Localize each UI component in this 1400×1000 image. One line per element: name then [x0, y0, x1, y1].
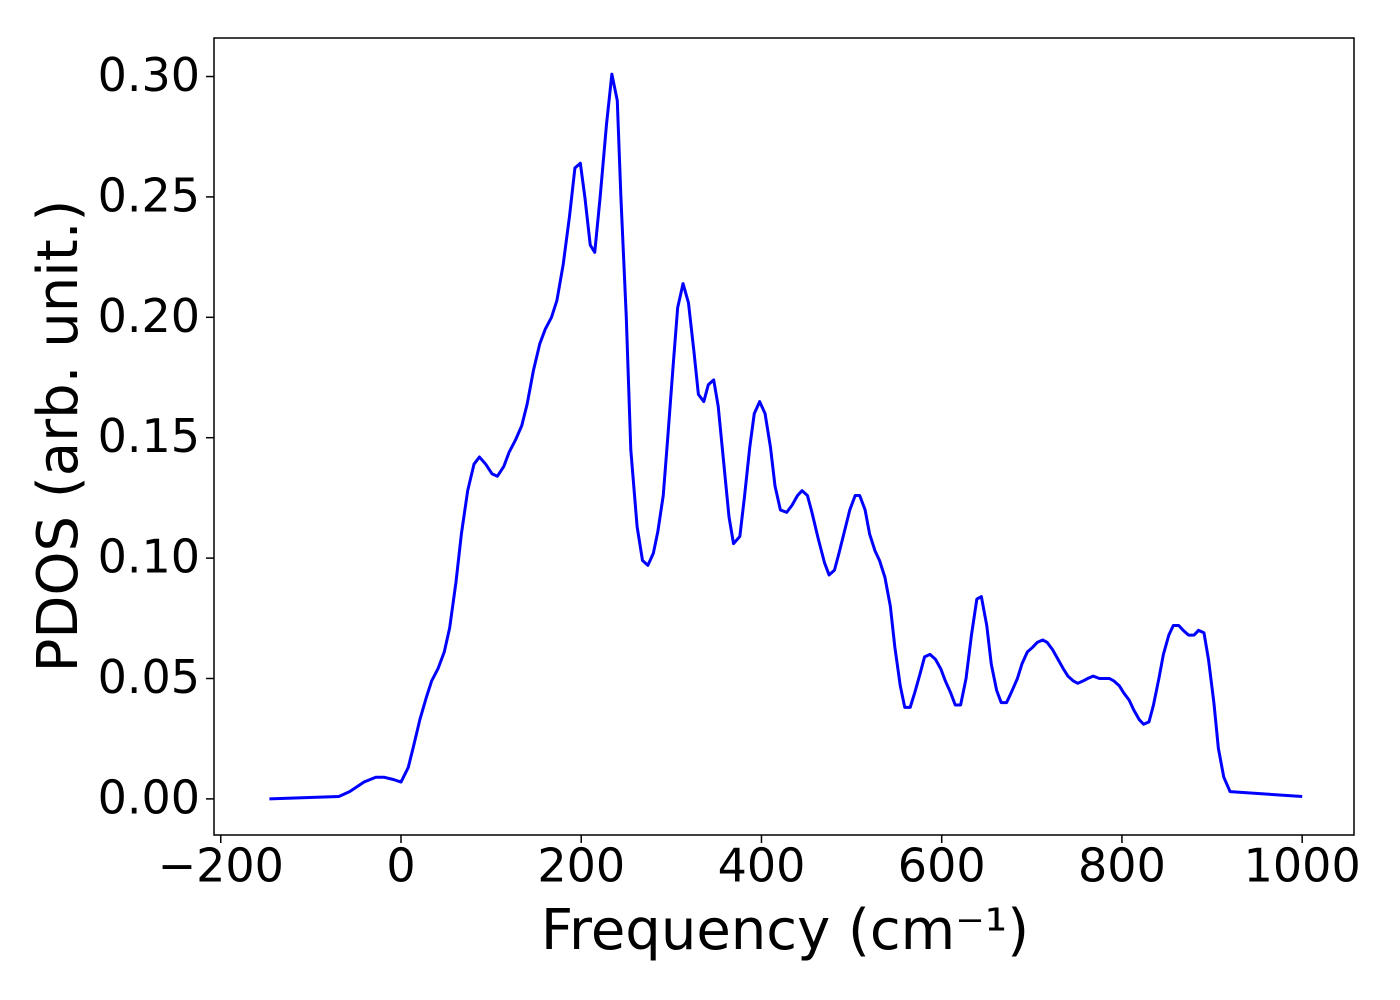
y-axis-label: PDOS (arb. unit.) [26, 200, 91, 673]
data-line [269, 72, 1303, 801]
x-tick-label: 400 [718, 839, 806, 893]
x-tick-label: 1000 [1244, 839, 1361, 893]
x-tick-label: 800 [1078, 839, 1166, 893]
y-tick-label: 0.05 [98, 650, 200, 704]
y-tick-label: 0.25 [98, 168, 200, 222]
y-tick-label: 0.10 [98, 530, 200, 584]
plot-frame [213, 37, 1355, 836]
y-tick-label: 0.20 [98, 289, 200, 343]
x-tick-label: 600 [898, 839, 986, 893]
y-tick-label: 0.00 [98, 770, 200, 824]
y-tick-label: 0.15 [98, 409, 200, 463]
x-tick-label: 0 [386, 839, 415, 893]
y-tick-label: 0.30 [98, 48, 200, 102]
x-tick-label: −200 [158, 839, 284, 893]
x-tick-label: 200 [537, 839, 625, 893]
x-axis-label: Frequency (cm⁻¹) [541, 898, 1029, 963]
